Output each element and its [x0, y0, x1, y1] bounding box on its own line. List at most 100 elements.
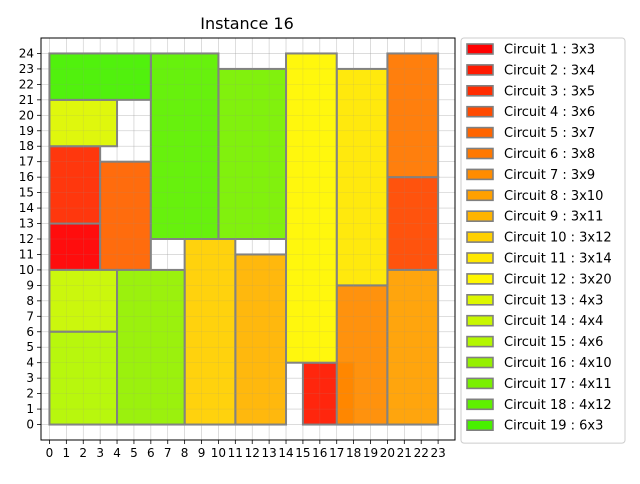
y-tick-label: 1	[26, 402, 34, 416]
x-tick-label: 0	[46, 446, 54, 460]
y-tick-label: 5	[26, 340, 34, 354]
y-tick-label: 23	[19, 62, 34, 76]
x-tick-label: 11	[228, 446, 243, 460]
legend-label: Circuit 13 : 4x3	[504, 293, 603, 308]
legend-swatch	[466, 168, 494, 181]
x-tick-label: 8	[181, 446, 189, 460]
y-tick-label: 14	[19, 201, 34, 215]
circuit-rect-3	[48, 145, 102, 225]
legend-swatch	[466, 43, 494, 55]
legend-label: Circuit 10 : 3x12	[504, 231, 612, 246]
y-tick-label: 10	[19, 263, 34, 277]
chart-title: Instance 16	[200, 14, 294, 33]
y-tick-label: 4	[26, 356, 34, 370]
legend-label: Circuit 6 : 3x8	[504, 147, 595, 162]
circuit-rect-1	[48, 222, 102, 271]
legend-label: Circuit 15 : 4x6	[504, 335, 603, 350]
x-tick-label: 21	[397, 446, 412, 460]
y-tick-label: 24	[19, 46, 34, 60]
legend-swatch	[466, 314, 494, 327]
x-tick-label: 4	[113, 446, 121, 460]
legend-label: Circuit 12 : 3x20	[504, 272, 612, 287]
x-tick-label: 1	[63, 446, 71, 460]
x-tick-label: 12	[245, 446, 260, 460]
y-tick-label: 20	[19, 108, 34, 122]
circuit-rect-9	[234, 253, 288, 426]
y-tick-label: 3	[26, 371, 34, 385]
x-tick-label: 2	[79, 446, 87, 460]
legend-frame	[460, 37, 626, 444]
legend-swatch	[466, 126, 494, 139]
y-tick-label: 17	[19, 155, 34, 169]
y-tick-label: 18	[19, 139, 34, 153]
circuit-rect-6	[386, 52, 440, 179]
legend-label: Circuit 1 : 3x3	[504, 43, 595, 58]
y-tick-label: 6	[26, 325, 34, 339]
legend-label: Circuit 11 : 3x14	[504, 252, 612, 267]
legend-label: Circuit 18 : 4x12	[504, 398, 612, 413]
legend-label: Circuit 3 : 3x5	[504, 84, 595, 99]
y-tick-label: 21	[19, 93, 34, 107]
y-tick-label: 2	[26, 387, 34, 401]
y-tick-label: 15	[19, 186, 34, 200]
y-tick-label: 11	[19, 247, 34, 261]
x-tick-label: 6	[147, 446, 155, 460]
x-tick-label: 3	[96, 446, 104, 460]
x-tick-label: 13	[261, 446, 276, 460]
circuit-rect-11	[335, 67, 389, 287]
legend-label: Circuit 16 : 4x10	[504, 356, 612, 371]
legend-label: Circuit 9 : 3x11	[504, 210, 603, 225]
x-tick-label: 17	[329, 446, 344, 460]
legend-swatch	[466, 356, 494, 369]
x-tick-label: 15	[295, 446, 310, 460]
legend-swatch	[466, 64, 494, 76]
legend-label: Circuit 2 : 3x4	[504, 63, 595, 78]
legend-swatch	[466, 273, 494, 285]
circuit-rect-7	[335, 284, 389, 426]
y-tick-label: 9	[26, 278, 34, 292]
legend-label: Circuit 8 : 3x10	[504, 189, 603, 204]
legend-swatch	[466, 189, 494, 202]
x-tick-label: 5	[130, 446, 138, 460]
x-tick-label: 7	[164, 446, 172, 460]
grid-overlay	[41, 38, 455, 440]
circuit-rect-19	[48, 52, 152, 101]
legend-swatch	[466, 252, 494, 264]
x-tick-label: 14	[278, 446, 293, 460]
legend-label: Circuit 14 : 4x4	[504, 314, 603, 329]
circuit-rect-13	[48, 98, 119, 148]
y-tick-label: 8	[26, 294, 34, 308]
legend-swatch	[466, 335, 494, 348]
x-tick-label: 18	[346, 446, 361, 460]
x-axis-ticks: 0 1 2 3 4 5 6 7 8 9 10 11 12 13 14 15 16 17 18 19 20 21 22 23	[46, 440, 446, 460]
circuit-rect-8	[386, 268, 440, 426]
circuit-rect-5	[99, 160, 152, 271]
legend-label: Circuit 17 : 4x11	[504, 377, 612, 392]
y-tick-label: 16	[19, 170, 34, 184]
y-tick-label: 7	[26, 309, 34, 323]
x-tick-label: 20	[380, 446, 395, 460]
legend-label: Circuit 7 : 3x9	[504, 168, 595, 183]
legend-swatch	[466, 377, 494, 390]
circuit-rect-15	[48, 330, 119, 426]
legend-swatch	[466, 419, 494, 432]
x-tick-label: 19	[363, 446, 378, 460]
legend-swatch	[466, 85, 494, 97]
circuit-rect-17	[217, 67, 288, 240]
legend: Circuit 1 : 3x3 Circuit 2 : 3x4 Circuit 3 …	[460, 37, 626, 444]
legend-swatch	[466, 210, 494, 222]
legend-label: Circuit 5 : 3x7	[504, 126, 595, 141]
circuit-rect-12	[285, 52, 338, 364]
legend-label: Circuit 19 : 6x3	[504, 419, 603, 434]
x-tick-label: 22	[414, 446, 429, 460]
y-tick-label: 0	[26, 418, 34, 432]
legend-swatch	[466, 293, 494, 306]
circuit-rect-16	[116, 268, 186, 426]
circuit-rect-14	[48, 268, 119, 333]
legend-swatch	[466, 147, 494, 160]
y-tick-label: 22	[19, 77, 34, 91]
x-tick-label: 16	[312, 446, 327, 460]
